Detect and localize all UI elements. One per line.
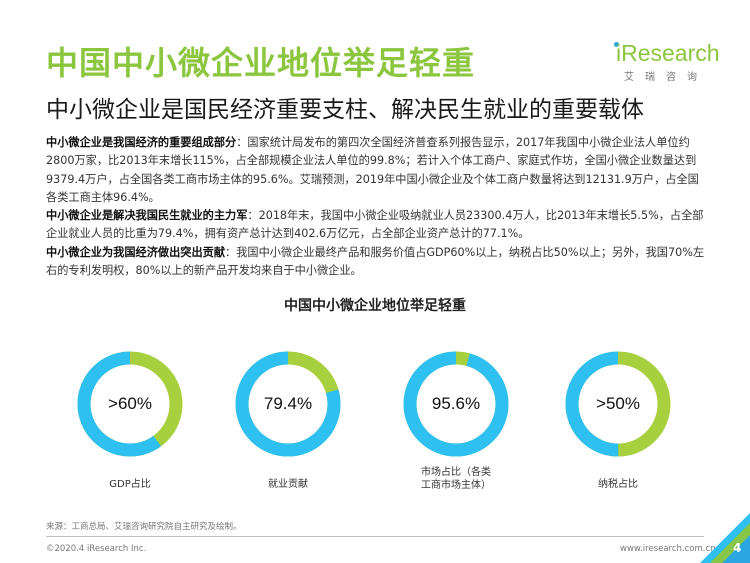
donut-label: GDP占比 <box>109 479 151 490</box>
donut-label: 就业贡献 <box>268 479 308 490</box>
donut-label: 市场占比（各类工商市场主体） <box>421 467 491 491</box>
logo-dot-icon <box>614 42 619 47</box>
logo-chinese-name: 艾瑞咨询 <box>624 72 708 83</box>
donut-svg <box>235 351 341 457</box>
paragraph-text: ：我国中小微企业最终产品和服务价值占GDP60%以上，纳税占比50%以上；另外，… <box>46 245 705 278</box>
source-note: 来源：工商总局、艾瑞咨询研究院自主研究及绘制。 <box>46 522 242 532</box>
paragraph: 中小微企业为我国经济做出突出贡献：我国中小微企业最终产品和服务价值占GDP60%… <box>46 244 710 281</box>
donut-value: >50% <box>596 394 640 413</box>
paragraph-text: ：国家统计局发布的第四次全国经济普查系列报告显示，2017年我国中小微企业法人单… <box>46 136 699 204</box>
iresearch-logo: iResearch 艾瑞咨询 <box>610 40 720 84</box>
paragraph-heading: 中小微企业是我国经济的重要组成部分 <box>46 136 237 149</box>
paragraph-heading: 中小微企业为我国经济做出突出贡献 <box>46 245 226 259</box>
website-link[interactable]: www.iresearch.com.cn <box>620 544 716 554</box>
page-subtitle: 中小微企业是国民经济重要支柱、解决民生就业的重要载体 <box>46 97 644 123</box>
donut-2: 79.4% <box>232 348 344 460</box>
page-title: 中国中小微企业地位举足轻重 <box>46 44 476 82</box>
footer-divider <box>46 536 704 537</box>
paragraph-heading: 中小微企业是解决我国民生就业的主力军 <box>46 209 248 223</box>
donut-4: >50% <box>562 348 674 460</box>
donut-svg <box>77 351 183 457</box>
donut-label: 纳税占比 <box>598 479 638 490</box>
donut-share-arc <box>77 351 183 457</box>
donut-3: 95.6% <box>400 348 512 460</box>
donut-1: >60% <box>74 348 186 460</box>
donut-value: >60% <box>108 394 152 413</box>
chart-title: 中国中小微企业地位举足轻重 <box>284 298 466 314</box>
logo-wordmark: iResearch <box>616 40 720 66</box>
donut-svg <box>403 351 509 457</box>
donut-share-arc <box>403 351 509 457</box>
page-corner-icon <box>700 513 750 563</box>
body-text: 中小微企业是我国经济的重要组成部分：国家统计局发布的第四次全国经济普查系列报告显… <box>46 134 710 280</box>
copyright: ©2020.4 iResearch Inc. <box>46 544 147 554</box>
page-number: 4 <box>733 541 742 555</box>
donut-share-arc <box>235 351 341 457</box>
donut-value: 95.6% <box>431 394 481 413</box>
donut-svg <box>565 351 671 457</box>
donut-value: 79.4% <box>263 394 313 413</box>
paragraph: 中小微企业是解决我国民生就业的主力军：2018年末，我国中小微企业吸纳就业人员2… <box>46 207 710 244</box>
donut-share-arc <box>565 351 671 457</box>
paragraph-text: ：2018年末，我国中小微企业吸纳就业人员23300.4万人，比2013年末增长… <box>46 209 704 241</box>
paragraph: 中小微企业是我国经济的重要组成部分：国家统计局发布的第四次全国经济普查系列报告显… <box>46 134 710 207</box>
